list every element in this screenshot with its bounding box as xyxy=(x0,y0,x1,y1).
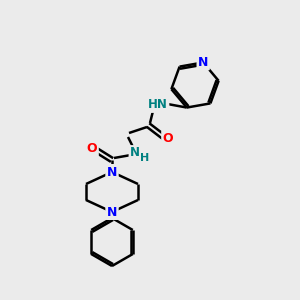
Text: N: N xyxy=(130,146,140,160)
Text: N: N xyxy=(198,56,208,69)
Text: N: N xyxy=(107,166,117,178)
Text: O: O xyxy=(87,142,97,155)
Text: HN: HN xyxy=(148,98,168,112)
Text: N: N xyxy=(107,206,117,218)
Text: O: O xyxy=(163,131,173,145)
Text: H: H xyxy=(140,153,150,163)
